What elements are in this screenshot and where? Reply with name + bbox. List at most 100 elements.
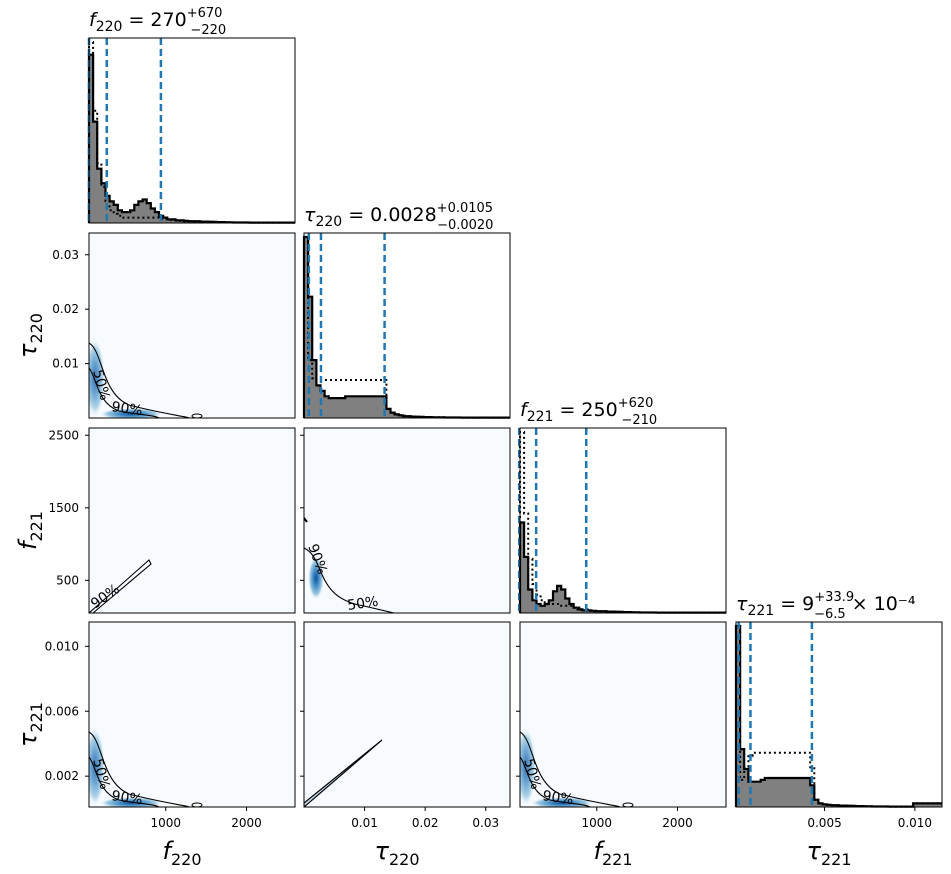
x-axis-label-3: τ221: [807, 837, 852, 869]
density-panel-0-1: 90%50%: [89, 233, 295, 419]
y-tick-label: 0.01: [52, 357, 79, 371]
histogram-fill: [736, 626, 942, 807]
y-tick-label: 0.010: [45, 639, 79, 653]
title-lower-err: −0.0020: [437, 218, 493, 233]
contour-50: [89, 756, 160, 807]
title-subscript: 221: [527, 409, 554, 425]
title-upper-err: +670: [187, 6, 223, 21]
contour-90: [520, 731, 621, 807]
contour-label-50: 50%: [520, 757, 544, 791]
density-core: [308, 556, 324, 600]
histogram-panel-0: [87, 38, 295, 224]
title-lower-err: −220: [190, 23, 226, 38]
x-tick-label: 0.02: [412, 816, 439, 830]
x-tick-label: 2000: [662, 816, 693, 830]
title-symbol: τ: [304, 204, 316, 226]
title-upper-err: +33.9: [814, 590, 854, 605]
contour-islet: [191, 413, 203, 418]
contour-90: [89, 731, 190, 807]
density-panel-1-3: [304, 622, 510, 807]
x-tick-label: 0.01: [351, 816, 378, 830]
histogram-fill: [304, 237, 510, 418]
title-subscript: 220: [96, 19, 123, 35]
panel-frame: [303, 621, 511, 808]
y-axis-label-2-base: τ: [14, 732, 42, 747]
title-lower-err: −6.5: [814, 607, 846, 622]
contour-90: [304, 739, 383, 807]
panel-frame: [88, 232, 296, 419]
panel-frame: [88, 427, 296, 614]
x-axis-label-3-base: τ: [807, 837, 822, 865]
contour-label-50: 50%: [346, 594, 379, 614]
title-value: = 0.0028: [342, 204, 436, 226]
panel-frame: [519, 427, 727, 614]
y-tick-label: 0.006: [45, 704, 79, 718]
contour-label-50: 50%: [89, 368, 113, 402]
contour-label-90: 90%: [110, 788, 143, 808]
density-background: [89, 622, 295, 807]
density-background: [89, 233, 295, 418]
density-panel-0-2: 90%: [89, 428, 295, 613]
histogram-outline: [87, 53, 295, 224]
x-tick-label: 1000: [150, 816, 181, 830]
histogram-outline: [518, 521, 726, 614]
panel-frame: [519, 621, 727, 808]
x-tick-label: 0.005: [807, 816, 841, 830]
x-axis-label-3-sub: 221: [821, 850, 852, 869]
density-panel-0-3: 90%50%: [89, 622, 295, 808]
panel-frame: [735, 621, 943, 808]
title-upper-err: +0.0105: [437, 201, 493, 216]
contour-label-50: 50%: [89, 757, 113, 791]
y-axis-label-2: τ221: [14, 702, 46, 747]
x-axis-label-2: f221: [594, 837, 633, 869]
y-tick-label: 0.03: [52, 248, 79, 262]
x-axis-label-0: f220: [163, 837, 202, 869]
x-axis-label-0-sub: 220: [171, 850, 202, 869]
x-axis-label-1: τ220: [375, 837, 420, 869]
panel-frame: [303, 232, 511, 419]
y-tick-label: 1500: [48, 501, 79, 515]
contour-label-90: 90%: [541, 788, 574, 808]
contour-islet: [622, 802, 634, 807]
panel-frame: [303, 427, 511, 614]
title-value: = 9: [774, 593, 814, 615]
y-tick-label: 0.02: [52, 302, 79, 316]
histogram-prior: [88, 41, 295, 224]
contour-90: [89, 342, 190, 418]
density-panel-2-3: 90%50%: [520, 622, 726, 808]
y-axis-label-1: f221: [14, 511, 46, 550]
x-axis-label-1-sub: 220: [389, 850, 420, 869]
title-upper-err: +620: [618, 396, 654, 411]
density-tail: [520, 727, 536, 807]
y-tick-label: 500: [56, 573, 79, 587]
contour-90: [89, 559, 152, 613]
contour-50: [89, 367, 160, 418]
title-value: = 250: [553, 399, 617, 421]
contour-50: [520, 756, 591, 807]
title-symbol: f: [520, 399, 530, 421]
x-tick-label: 1000: [581, 816, 612, 830]
histogram-prior: [303, 236, 510, 419]
y-axis-label-2-sub: 221: [27, 702, 46, 733]
panel-frame: [88, 621, 296, 808]
contour-label-90: 90%: [110, 399, 143, 419]
title-suffix: × 10⁻⁴: [846, 593, 916, 615]
histogram-prior: [735, 625, 942, 808]
x-tick-label: 0.010: [898, 816, 932, 830]
histogram-panel-1: [302, 233, 510, 419]
y-tick-label: 2500: [48, 428, 79, 442]
histogram-fill: [89, 54, 295, 224]
histogram-prior: [519, 431, 726, 614]
y-axis-label-0-base: τ: [14, 343, 42, 358]
title-subscript: 220: [315, 214, 342, 230]
histogram-panel-3: [734, 622, 942, 808]
y-tick-label: 0.002: [45, 769, 79, 783]
title-symbol: τ: [736, 593, 748, 615]
x-axis-label-1-base: τ: [375, 837, 390, 865]
histogram-panel-2: [517, 428, 726, 614]
y-axis-label-0-sub: 220: [27, 313, 46, 344]
histogram-outline: [302, 235, 510, 419]
title-lower-err: −210: [621, 413, 657, 428]
density-tail: [89, 727, 105, 807]
